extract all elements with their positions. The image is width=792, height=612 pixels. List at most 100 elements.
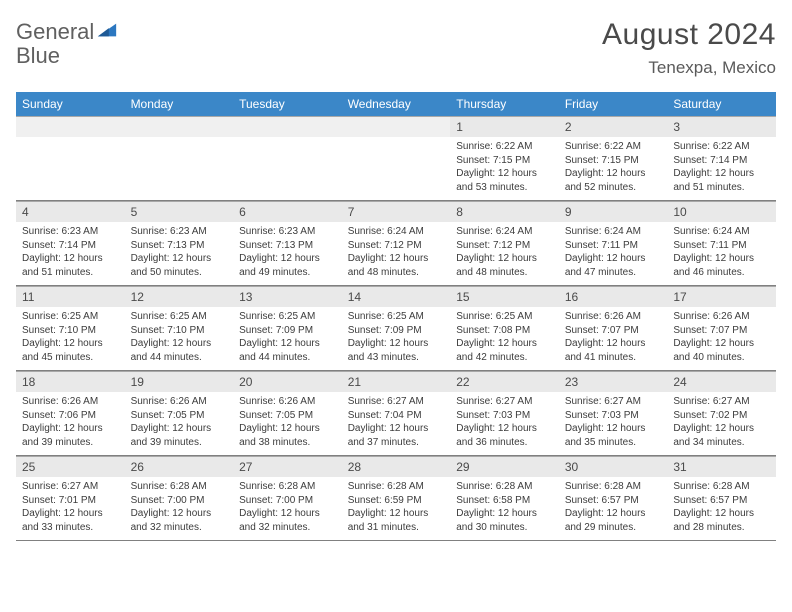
day-number-cell: 18 xyxy=(16,371,125,393)
day-details-cell: Sunrise: 6:28 AMSunset: 6:57 PMDaylight:… xyxy=(559,477,668,541)
day-number-cell xyxy=(342,116,451,137)
day-details: Sunrise: 6:27 AMSunset: 7:01 PMDaylight:… xyxy=(16,477,125,540)
day-number: 21 xyxy=(342,371,451,392)
day-details-cell: Sunrise: 6:28 AMSunset: 7:00 PMDaylight:… xyxy=(233,477,342,541)
sunset-line: Sunset: 7:03 PM xyxy=(456,409,553,423)
sunset-line: Sunset: 7:05 PM xyxy=(239,409,336,423)
logo-text-2: Blue xyxy=(16,43,60,68)
day-details: Sunrise: 6:22 AMSunset: 7:15 PMDaylight:… xyxy=(559,137,668,200)
day-number-cell: 17 xyxy=(667,286,776,308)
day-number-cell: 13 xyxy=(233,286,342,308)
day-details-cell: Sunrise: 6:22 AMSunset: 7:14 PMDaylight:… xyxy=(667,137,776,201)
daylight-line: Daylight: 12 hours and 48 minutes. xyxy=(348,252,445,279)
day-number: 10 xyxy=(667,201,776,222)
sunrise-line: Sunrise: 6:24 AM xyxy=(348,225,445,239)
day-number: 19 xyxy=(125,371,234,392)
sunrise-line: Sunrise: 6:25 AM xyxy=(239,310,336,324)
day-number-cell: 26 xyxy=(125,456,234,478)
day-number: 14 xyxy=(342,286,451,307)
day-details: Sunrise: 6:26 AMSunset: 7:06 PMDaylight:… xyxy=(16,392,125,455)
daylight-line: Daylight: 12 hours and 49 minutes. xyxy=(239,252,336,279)
daylight-line: Daylight: 12 hours and 32 minutes. xyxy=(131,507,228,534)
day-details-cell: Sunrise: 6:26 AMSunset: 7:07 PMDaylight:… xyxy=(559,307,668,371)
daylight-line: Daylight: 12 hours and 31 minutes. xyxy=(348,507,445,534)
page-title: August 2024 xyxy=(602,18,776,52)
sunset-line: Sunset: 6:58 PM xyxy=(456,494,553,508)
day-number-cell: 19 xyxy=(125,371,234,393)
sunset-line: Sunset: 7:05 PM xyxy=(131,409,228,423)
sunrise-line: Sunrise: 6:22 AM xyxy=(456,140,553,154)
day-details: Sunrise: 6:26 AMSunset: 7:05 PMDaylight:… xyxy=(125,392,234,455)
sunset-line: Sunset: 6:57 PM xyxy=(673,494,770,508)
sunset-line: Sunset: 7:11 PM xyxy=(565,239,662,253)
day-number-cell: 25 xyxy=(16,456,125,478)
sunrise-line: Sunrise: 6:23 AM xyxy=(22,225,119,239)
weekday-header: Friday xyxy=(559,92,668,116)
day-details: Sunrise: 6:28 AMSunset: 7:00 PMDaylight:… xyxy=(125,477,234,540)
day-number: 26 xyxy=(125,456,234,477)
sunset-line: Sunset: 7:09 PM xyxy=(348,324,445,338)
day-number-row: 45678910 xyxy=(16,201,776,223)
sunset-line: Sunset: 7:03 PM xyxy=(565,409,662,423)
day-number-cell: 28 xyxy=(342,456,451,478)
day-details-cell xyxy=(16,137,125,201)
day-details: Sunrise: 6:27 AMSunset: 7:03 PMDaylight:… xyxy=(559,392,668,455)
day-number: 1 xyxy=(450,116,559,137)
day-details-cell: Sunrise: 6:27 AMSunset: 7:02 PMDaylight:… xyxy=(667,392,776,456)
daylight-line: Daylight: 12 hours and 42 minutes. xyxy=(456,337,553,364)
daylight-line: Daylight: 12 hours and 43 minutes. xyxy=(348,337,445,364)
day-details-cell: Sunrise: 6:25 AMSunset: 7:10 PMDaylight:… xyxy=(125,307,234,371)
daylight-line: Daylight: 12 hours and 39 minutes. xyxy=(131,422,228,449)
day-details-cell: Sunrise: 6:27 AMSunset: 7:03 PMDaylight:… xyxy=(450,392,559,456)
day-number: 27 xyxy=(233,456,342,477)
day-details: Sunrise: 6:28 AMSunset: 7:00 PMDaylight:… xyxy=(233,477,342,540)
day-number-cell: 3 xyxy=(667,116,776,137)
day-number-cell: 12 xyxy=(125,286,234,308)
day-details-cell: Sunrise: 6:28 AMSunset: 7:00 PMDaylight:… xyxy=(125,477,234,541)
day-details-cell: Sunrise: 6:26 AMSunset: 7:05 PMDaylight:… xyxy=(233,392,342,456)
day-details-cell: Sunrise: 6:28 AMSunset: 6:57 PMDaylight:… xyxy=(667,477,776,541)
day-details: Sunrise: 6:23 AMSunset: 7:13 PMDaylight:… xyxy=(233,222,342,285)
day-number: 8 xyxy=(450,201,559,222)
daylight-line: Daylight: 12 hours and 40 minutes. xyxy=(673,337,770,364)
day-details-cell: Sunrise: 6:24 AMSunset: 7:12 PMDaylight:… xyxy=(450,222,559,286)
sunrise-line: Sunrise: 6:25 AM xyxy=(22,310,119,324)
day-number-cell xyxy=(233,116,342,137)
weekday-header: Sunday xyxy=(16,92,125,116)
day-number-cell: 15 xyxy=(450,286,559,308)
daylight-line: Daylight: 12 hours and 41 minutes. xyxy=(565,337,662,364)
sunrise-line: Sunrise: 6:27 AM xyxy=(348,395,445,409)
day-number: 28 xyxy=(342,456,451,477)
day-number: 23 xyxy=(559,371,668,392)
daylight-line: Daylight: 12 hours and 47 minutes. xyxy=(565,252,662,279)
day-details-cell xyxy=(342,137,451,201)
day-number-cell: 22 xyxy=(450,371,559,393)
daylight-line: Daylight: 12 hours and 52 minutes. xyxy=(565,167,662,194)
daylight-line: Daylight: 12 hours and 51 minutes. xyxy=(673,167,770,194)
day-number-cell: 4 xyxy=(16,201,125,223)
day-details: Sunrise: 6:27 AMSunset: 7:03 PMDaylight:… xyxy=(450,392,559,455)
day-details: Sunrise: 6:25 AMSunset: 7:09 PMDaylight:… xyxy=(233,307,342,370)
sunrise-line: Sunrise: 6:28 AM xyxy=(131,480,228,494)
sunrise-line: Sunrise: 6:23 AM xyxy=(131,225,228,239)
sunrise-line: Sunrise: 6:28 AM xyxy=(348,480,445,494)
sunset-line: Sunset: 7:12 PM xyxy=(456,239,553,253)
sunrise-line: Sunrise: 6:28 AM xyxy=(565,480,662,494)
day-number-cell: 9 xyxy=(559,201,668,223)
daylight-line: Daylight: 12 hours and 44 minutes. xyxy=(131,337,228,364)
sunrise-line: Sunrise: 6:28 AM xyxy=(673,480,770,494)
daylight-line: Daylight: 12 hours and 50 minutes. xyxy=(131,252,228,279)
day-number-cell: 21 xyxy=(342,371,451,393)
day-number-cell: 2 xyxy=(559,116,668,137)
sunset-line: Sunset: 6:59 PM xyxy=(348,494,445,508)
day-number: 17 xyxy=(667,286,776,307)
day-number: 12 xyxy=(125,286,234,307)
daylight-line: Daylight: 12 hours and 48 minutes. xyxy=(456,252,553,279)
day-details-cell xyxy=(125,137,234,201)
sunrise-line: Sunrise: 6:26 AM xyxy=(131,395,228,409)
daylight-line: Daylight: 12 hours and 39 minutes. xyxy=(22,422,119,449)
sunrise-line: Sunrise: 6:22 AM xyxy=(565,140,662,154)
day-details-cell: Sunrise: 6:22 AMSunset: 7:15 PMDaylight:… xyxy=(559,137,668,201)
day-number-cell: 23 xyxy=(559,371,668,393)
sunset-line: Sunset: 7:04 PM xyxy=(348,409,445,423)
